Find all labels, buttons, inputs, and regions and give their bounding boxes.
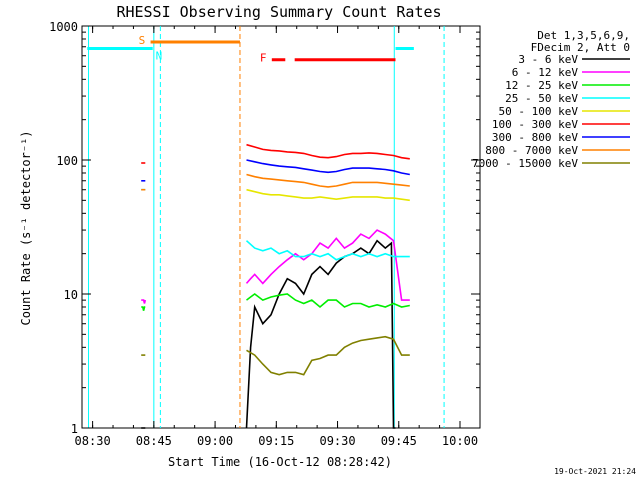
flag-label: S bbox=[139, 34, 146, 47]
y-tick-label: 1 bbox=[71, 422, 78, 436]
series-line bbox=[141, 299, 147, 304]
series-line bbox=[141, 306, 146, 311]
series-line bbox=[246, 335, 410, 376]
series-line bbox=[245, 229, 410, 301]
series-line bbox=[246, 143, 410, 160]
legend-entry: 100 - 300 keV bbox=[492, 118, 578, 131]
legend-entry: 800 - 7000 keV bbox=[485, 144, 578, 157]
plot-border bbox=[81, 25, 481, 429]
series-line bbox=[245, 239, 396, 429]
x-tick-label: 09:30 bbox=[319, 434, 355, 448]
series-line bbox=[246, 173, 410, 188]
legend-entry: 12 - 25 keV bbox=[505, 79, 578, 92]
series-line bbox=[246, 293, 410, 309]
legend-entry: 25 - 50 keV bbox=[505, 92, 578, 105]
y-tick-label: 100 bbox=[56, 154, 78, 168]
y-axis-label: Count Rate (s⁻¹ detector⁻¹) bbox=[19, 130, 33, 325]
legend-entry: 7000 - 15000 keV bbox=[472, 157, 578, 170]
legend-entry: 300 - 800 keV bbox=[492, 131, 578, 144]
chart-title: RHESSI Observing Summary Count Rates bbox=[116, 3, 441, 21]
series-line bbox=[246, 188, 410, 202]
x-tick-label: 08:30 bbox=[75, 434, 111, 448]
series-line bbox=[246, 159, 410, 176]
y-tick-label: 1000 bbox=[49, 20, 78, 34]
series-line bbox=[245, 240, 410, 261]
legend: Det 1,3,5,6,9, FDecim 2, Att 0 3 - 6 keV… bbox=[472, 29, 630, 170]
x-tick-label: 08:45 bbox=[136, 434, 172, 448]
x-tick-label: 09:15 bbox=[258, 434, 294, 448]
plot-frame bbox=[81, 25, 481, 429]
x-tick-label: 09:45 bbox=[381, 434, 417, 448]
flag-label: N bbox=[156, 49, 163, 62]
x-tick-label: 10:00 bbox=[442, 434, 478, 448]
timestamp: 19-Oct-2021 21:24 bbox=[554, 467, 636, 476]
legend-entry: 6 - 12 keV bbox=[512, 66, 579, 79]
legend-header-line-1: Det 1,3,5,6,9, bbox=[537, 29, 630, 42]
x-tick-label: 09:00 bbox=[197, 434, 233, 448]
y-tick-label: 10 bbox=[64, 288, 78, 302]
flag-label: F bbox=[260, 52, 267, 65]
flag-bars: SN F bbox=[87, 34, 414, 65]
axes: 08:30 08:45 09:00 09:15 09:30 09:45 10:00 1 10 10… bbox=[49, 20, 480, 448]
x-axis-label: Start Time (16-Oct-12 08:28:42) bbox=[168, 455, 392, 469]
series-layer bbox=[141, 143, 410, 429]
legend-entry: 3 - 6 keV bbox=[518, 53, 578, 66]
legend-entry: 50 - 100 keV bbox=[499, 105, 579, 118]
legend-header-line-2: FDecim 2, Att 0 bbox=[531, 41, 630, 54]
vertical-markers bbox=[88, 26, 445, 428]
